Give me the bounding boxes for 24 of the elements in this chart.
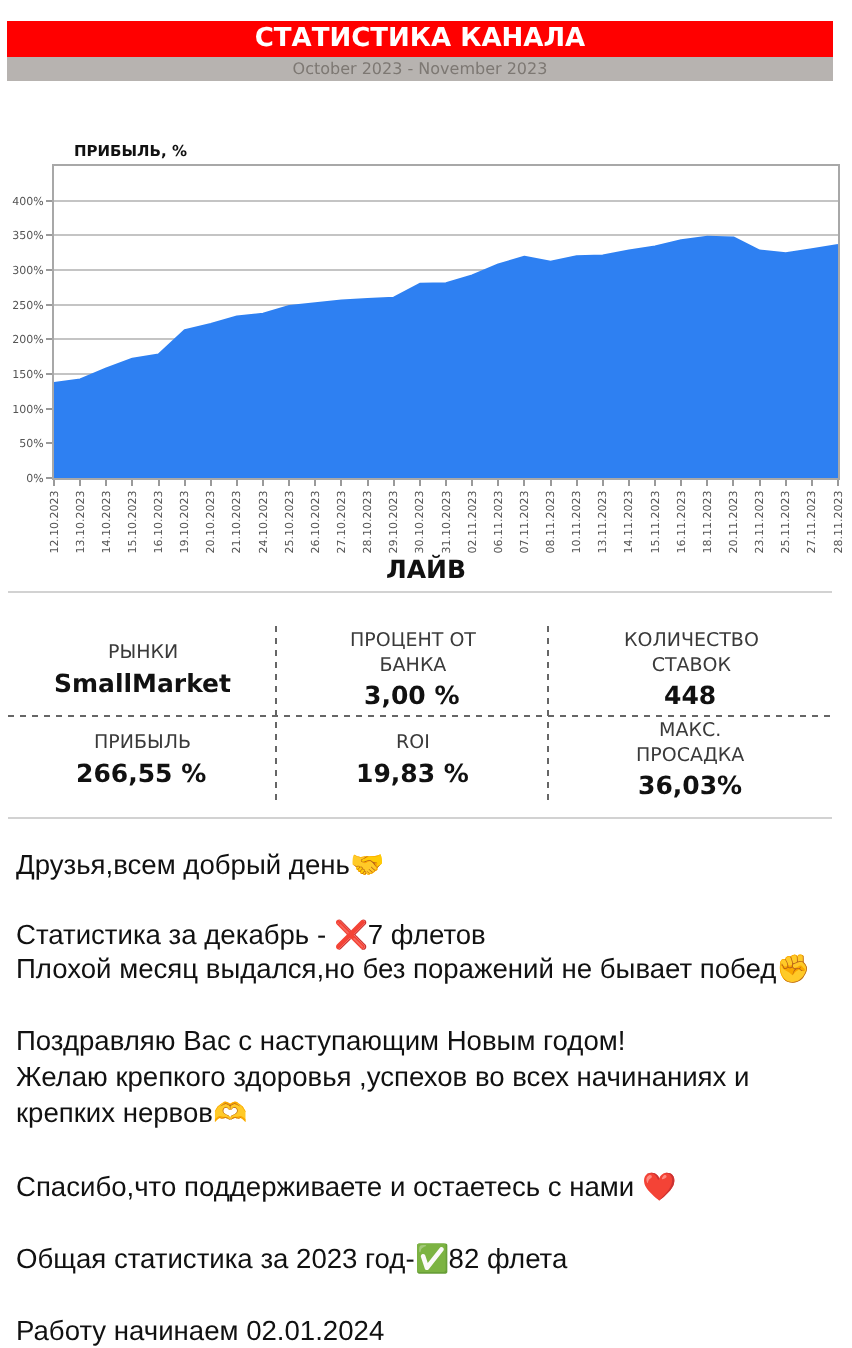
text: Поздравляю Вас с наступающим Новым годом! <box>16 1026 626 1056</box>
text: Друзья,всем добрый день🤝 <box>16 850 384 880</box>
text: ПРОЦЕНТ ОТ БАНКА <box>350 630 477 677</box>
text: крепких нервов🫶 <box>16 1098 247 1128</box>
text: Плохой месяц выдался,но без поражений не бывает побед✊ <box>16 952 811 986</box>
text: Желаю крепкого здоровья ,успехов во всех начинаниях и <box>16 1062 750 1092</box>
text: КОЛИЧЕСТВО СТАВОК <box>624 630 759 677</box>
x-axis-title: ЛАЙВ <box>386 554 467 584</box>
text: ПРИБЫЛЬ <box>94 732 192 754</box>
text: ROI <box>396 732 430 754</box>
text: 266,55 % <box>76 758 208 788</box>
text: 36,03% <box>638 770 744 800</box>
text: Статистика за декабрь - ❌7 флетов <box>16 918 486 952</box>
text: Работу начинаем 02.01.2024 <box>16 1316 385 1346</box>
chart-title: СТАТИСТИКА КАНАЛА <box>254 24 586 54</box>
text: SmallMarket <box>54 668 232 698</box>
text: МАКС. ПРОСАДКА <box>636 720 746 767</box>
text: Спасибо,что поддерживаете и остаетесь с нами ❤ <box>16 1170 678 1202</box>
text: Общая статистика за 2023 год-✅82 флета <box>16 1242 568 1276</box>
text: РЫНКИ <box>108 642 179 664</box>
text: 19,83 % <box>356 758 470 788</box>
text: 3,00 % <box>364 680 461 710</box>
chart-subtitle: October 2023 - November 2023 <box>292 60 548 78</box>
text: 448 <box>664 680 717 710</box>
